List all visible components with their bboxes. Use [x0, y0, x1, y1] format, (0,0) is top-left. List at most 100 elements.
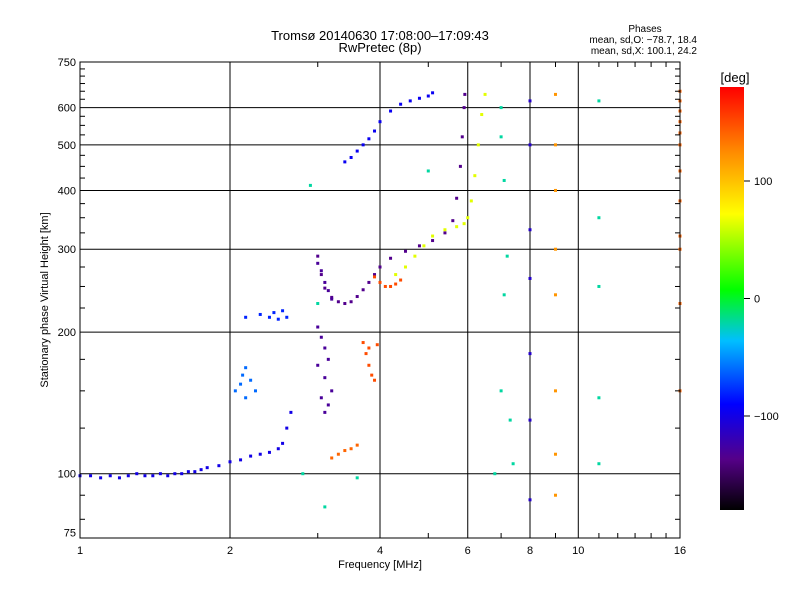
- echo-point: [528, 228, 532, 232]
- echo-point: [460, 135, 464, 139]
- chart-title: Tromsø 20140630 17:08:00–17:09:43: [271, 28, 489, 43]
- echo-point: [502, 293, 506, 297]
- x-tick-label: 2: [227, 545, 233, 557]
- echo-point: [244, 366, 248, 370]
- echo-point: [361, 341, 365, 345]
- echo-point: [553, 389, 557, 393]
- echo-point: [553, 293, 557, 297]
- echo-point: [553, 493, 557, 497]
- colorbar-tick-label: −100: [754, 411, 779, 423]
- echo-point: [413, 254, 417, 258]
- echo-point: [462, 222, 466, 226]
- echo-point: [370, 373, 374, 377]
- echo-point: [508, 418, 512, 422]
- echo-point: [330, 389, 334, 393]
- echo-point: [349, 300, 353, 304]
- echo-point: [367, 137, 371, 141]
- echo-point: [597, 284, 601, 288]
- echo-point: [239, 382, 243, 386]
- y-tick-label: 75: [64, 527, 76, 539]
- echo-point: [367, 280, 371, 284]
- colorbar-tick-label: 100: [754, 176, 772, 188]
- echo-point: [528, 276, 532, 280]
- echo-point: [493, 472, 497, 476]
- echo-point: [249, 378, 253, 382]
- echo-point: [443, 231, 447, 235]
- x-axis-label: Frequency [MHz]: [338, 559, 422, 571]
- echo-point: [217, 464, 221, 468]
- echo-point: [499, 389, 503, 393]
- echo-point: [373, 129, 377, 133]
- echo-point: [355, 149, 359, 153]
- echo-point: [276, 447, 280, 451]
- echo-point: [389, 284, 393, 288]
- echo-point: [281, 441, 285, 445]
- echo-point: [166, 474, 170, 478]
- echo-point: [455, 225, 459, 229]
- echo-point: [378, 265, 382, 269]
- echo-point: [253, 389, 257, 393]
- echo-point: [89, 474, 93, 478]
- echo-point: [316, 254, 320, 258]
- echo-point: [355, 295, 359, 299]
- echo-point: [597, 462, 601, 466]
- echo-point: [241, 373, 245, 377]
- echo-point: [383, 284, 387, 288]
- echo-point: [244, 396, 248, 400]
- echo-point: [323, 346, 327, 350]
- echo-point: [597, 216, 601, 220]
- echo-point: [323, 410, 327, 414]
- echo-point: [228, 460, 232, 464]
- echo-point: [373, 273, 377, 277]
- echo-point: [330, 295, 334, 299]
- echo-point: [511, 462, 515, 466]
- echo-point: [319, 273, 323, 277]
- echo-point: [528, 418, 532, 422]
- colorbar-label: [deg]: [721, 70, 750, 85]
- echo-point: [553, 188, 557, 192]
- echo-point: [249, 454, 253, 458]
- echo-point: [367, 346, 371, 350]
- phase-x-stats: mean, sd,X: 100.1, 24.2: [591, 46, 698, 57]
- phase-heading: Phases: [628, 24, 661, 35]
- echo-point: [355, 476, 359, 480]
- echo-point: [422, 244, 426, 248]
- y-axis-label: Stationary phase Virtual Height [km]: [39, 212, 51, 387]
- echo-point: [451, 219, 455, 223]
- echo-point: [394, 273, 398, 277]
- echo-point: [431, 234, 435, 238]
- echo-point: [408, 99, 412, 103]
- echo-point: [99, 476, 103, 480]
- y-tick-label: 750: [58, 57, 76, 69]
- chart-subtitle: RwPretec (8p): [338, 40, 421, 55]
- echo-point: [399, 102, 403, 106]
- echo-point: [319, 396, 323, 400]
- echo-point: [289, 410, 293, 414]
- echo-point: [373, 275, 377, 279]
- echo-point: [462, 106, 466, 110]
- echo-point: [323, 376, 327, 380]
- colorbar: [720, 87, 744, 510]
- echo-point: [373, 378, 377, 382]
- phase-o-stats: mean, sd,O: −78.7, 18.4: [589, 35, 697, 46]
- echo-point: [553, 92, 557, 96]
- plot-area-frame: [79, 61, 681, 539]
- echo-point: [233, 389, 237, 393]
- echo-point: [330, 297, 334, 301]
- echo-point: [323, 505, 327, 509]
- x-tick-label: 6: [465, 545, 471, 557]
- echo-point: [378, 120, 382, 124]
- echo-point: [267, 450, 271, 454]
- echo-point: [258, 312, 262, 316]
- echo-point: [355, 443, 359, 447]
- echo-point: [473, 174, 477, 178]
- y-tick-label: 400: [58, 185, 76, 197]
- x-tick-label: 10: [572, 545, 584, 557]
- y-tick-label: 200: [58, 327, 76, 339]
- echo-point: [326, 357, 330, 361]
- x-tick-label: 1: [77, 545, 83, 557]
- echo-point: [528, 99, 532, 103]
- echo-point: [367, 363, 371, 367]
- echo-point: [499, 106, 503, 110]
